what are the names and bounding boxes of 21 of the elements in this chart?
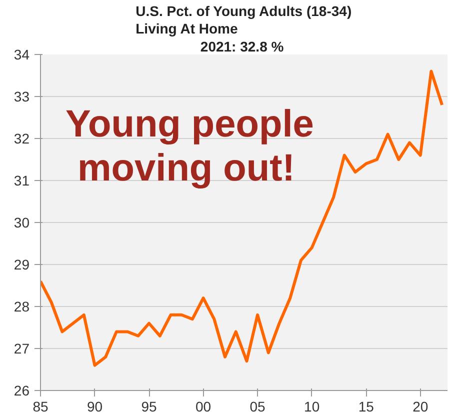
y-tick-label: 29: [14, 256, 30, 272]
y-tick-label: 31: [14, 172, 30, 188]
x-tick-label: 95: [141, 398, 158, 414]
y-tick-label: 26: [14, 382, 30, 398]
x-tick-label: 00: [196, 398, 212, 414]
x-tick-label: 05: [250, 398, 266, 414]
x-tick-label: 20: [412, 398, 428, 414]
x-tick-label: 85: [32, 398, 48, 414]
y-tick-label: 33: [14, 88, 30, 104]
y-tick-label: 32: [14, 130, 30, 146]
line-series: [40, 70, 444, 367]
y-tick-label: 30: [14, 214, 30, 230]
y-tick-label: 27: [14, 340, 30, 356]
y-tick-label: 34: [14, 46, 30, 62]
y-tick-label: 28: [14, 298, 30, 314]
x-tick-label: 15: [358, 398, 374, 414]
chart-title: U.S. Pct. of Young Adults (18-34) Living At Home: [136, 2, 352, 36]
x-tick-label: 10: [304, 398, 320, 414]
chart-subtitle: 2021: 32.8 %: [200, 38, 284, 54]
x-tick-label: 90: [86, 398, 103, 414]
annotation: Young people moving out!: [66, 104, 314, 190]
